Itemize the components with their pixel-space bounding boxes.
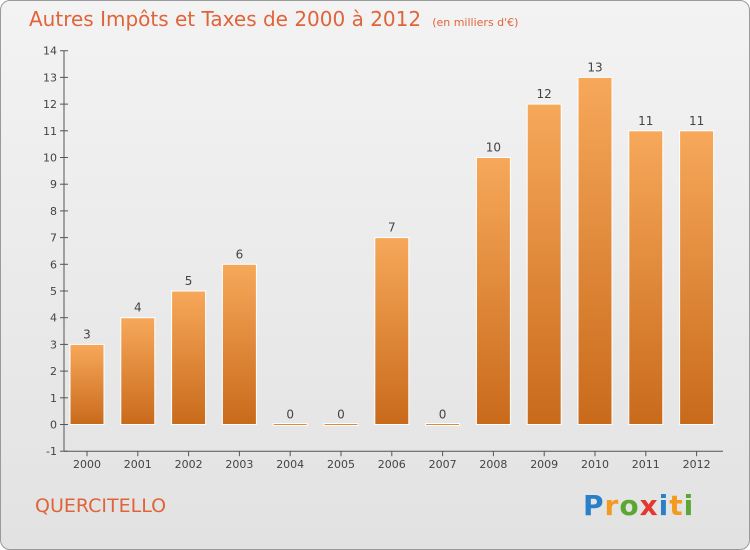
x-tick-label-2000: 2000 [73,458,101,471]
bar-2000 [69,343,105,425]
chart-title-main: Autres Impôts et Taxes de 2000 à 2012 [29,7,422,31]
logo-letter: i [658,489,670,522]
value-label-2011: 11 [638,114,653,128]
chart-title-unit: (en milliers d'€) [432,16,519,29]
bar-2012 [679,130,715,426]
y-tick-label: -1 [46,445,57,458]
bar-2005 [323,423,359,426]
x-tick-label-2008: 2008 [479,458,507,471]
chart-bars [69,76,715,426]
y-tick-label: 8 [50,205,57,218]
x-tick-label-2003: 2003 [225,458,253,471]
value-label-2001: 4 [134,301,142,315]
chart-labels: 3 4 5 6 0 0 7 0 10 12 13 11 11 [83,60,704,421]
value-label-2010: 13 [587,60,602,74]
bar-2007 [425,423,461,426]
value-label-2006: 7 [388,221,396,235]
x-tick-label-2004: 2004 [276,458,304,471]
y-tick-label: 1 [50,392,57,405]
bar-2011 [628,130,664,426]
y-tick-label: 7 [50,232,57,245]
x-tick-label-2011: 2011 [632,458,660,471]
value-label-2005: 0 [337,408,345,422]
value-label-2000: 3 [83,327,91,341]
x-tick-label-2001: 2001 [124,458,152,471]
logo-letter: P [583,489,605,522]
bar-2004 [272,423,308,426]
x-tick-label-2005: 2005 [327,458,355,471]
y-tick-label: 3 [50,338,57,351]
chart-title: Autres Impôts et Taxes de 2000 à 2012 (e… [29,7,518,31]
y-tick-label: 6 [50,258,57,271]
commune-name: QUERCITELLO [35,495,167,517]
y-tick-label: 13 [43,71,57,84]
logo-letter: t [669,489,684,522]
bar-2009 [526,103,562,425]
logo-letter: x [639,489,659,522]
bar-2008 [475,157,511,425]
logo-letter: o [619,489,640,522]
x-tick-label-2012: 2012 [683,458,711,471]
value-label-2002: 5 [185,274,193,288]
y-tick-label: 11 [43,125,57,138]
value-label-2008: 10 [486,141,501,155]
x-tick-label-2006: 2006 [378,458,406,471]
value-label-2009: 12 [537,87,552,101]
value-label-2003: 6 [236,247,244,261]
y-tick-label: 12 [43,98,57,111]
proxiti-logo: Proxiti [583,489,694,522]
y-tick-label: 5 [50,285,57,298]
x-tick-label-2009: 2009 [530,458,558,471]
y-tick-label: 9 [50,178,57,191]
logo-letter: r [604,489,620,522]
logo-letter: i [683,489,695,522]
y-tick-label: 10 [43,152,57,165]
y-tick-label: 0 [50,419,57,432]
bar-2003 [221,263,257,425]
bar-2002 [171,290,207,425]
x-tick-label-2007: 2007 [429,458,457,471]
x-tick-label-2002: 2002 [175,458,203,471]
bar-2006 [374,237,410,425]
y-tick-label: 2 [50,365,57,378]
x-tick-label-2010: 2010 [581,458,609,471]
bar-2001 [120,317,156,426]
value-label-2012: 11 [689,114,704,128]
y-tick-label: 4 [50,312,57,325]
value-label-2004: 0 [286,408,294,422]
value-label-2007: 0 [439,408,447,422]
y-tick-label: 14 [43,45,57,58]
bar-2010 [577,76,613,426]
